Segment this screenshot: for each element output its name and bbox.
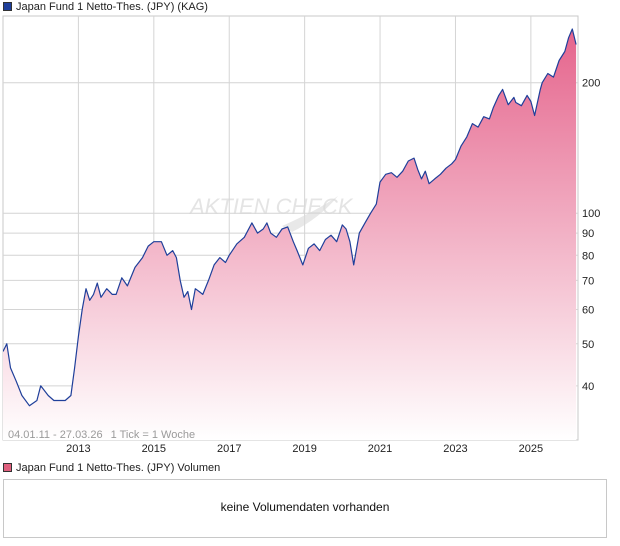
y-tick-label: 50 bbox=[582, 339, 594, 351]
price-chart-title: Japan Fund 1 Netto-Thes. (JPY) (KAG) bbox=[16, 1, 208, 13]
x-tick-label: 2021 bbox=[368, 443, 392, 455]
x-tick-label: 2017 bbox=[217, 443, 241, 455]
watermark: AKTIEN CHECK bbox=[188, 194, 354, 232]
x-tick-label: 2015 bbox=[142, 443, 166, 455]
price-chart: AKTIEN CHECK 40 50 60 70 80 90 100 200 2013 2015… bbox=[2, 15, 600, 455]
y-tick-label: 70 bbox=[582, 275, 594, 287]
x-tick-label: 2025 bbox=[519, 443, 543, 455]
no-volume-message: keine Volumendaten vorhanden bbox=[220, 500, 390, 514]
x-tick-label: 2023 bbox=[443, 443, 467, 455]
date-range-text: 04.01.11 - 27.03.26 bbox=[8, 429, 103, 441]
x-axis-ticks: 2013 2015 2017 2019 2021 2023 2025 bbox=[66, 443, 543, 455]
tick-interval-text: 1 Tick = 1 Woche bbox=[111, 429, 195, 441]
y-axis-ticks: 40 50 60 70 80 90 100 200 bbox=[582, 78, 600, 393]
watermark-swoosh bbox=[282, 196, 338, 232]
volume-chart-title: Japan Fund 1 Netto-Thes. (JPY) Volumen bbox=[16, 462, 221, 474]
area-layer bbox=[3, 28, 577, 440]
y-tick-label: 100 bbox=[582, 208, 600, 220]
y-tick-label: 200 bbox=[582, 78, 600, 90]
volume-panel: keine Volumendaten vorhanden bbox=[3, 479, 607, 538]
price-area-fill bbox=[3, 29, 577, 440]
volume-series-swatch bbox=[3, 463, 12, 472]
y-tick-label: 60 bbox=[582, 304, 594, 316]
y-tick-label: 80 bbox=[582, 250, 594, 262]
x-tick-label: 2013 bbox=[66, 443, 90, 455]
price-line bbox=[3, 28, 577, 407]
volume-chart-legend: Japan Fund 1 Netto-Thes. (JPY) Volumen bbox=[3, 461, 220, 475]
range-label: 04.01.11 - 27.03.26 1 Tick = 1 Woche bbox=[8, 429, 195, 441]
watermark-text: AKTIEN CHECK bbox=[188, 194, 354, 219]
price-chart-legend: Japan Fund 1 Netto-Thes. (JPY) (KAG) bbox=[3, 0, 208, 14]
x-tick-label: 2019 bbox=[292, 443, 316, 455]
y-tick-label: 90 bbox=[582, 228, 594, 240]
y-tick-label: 40 bbox=[582, 381, 594, 393]
price-series-swatch bbox=[3, 2, 12, 11]
